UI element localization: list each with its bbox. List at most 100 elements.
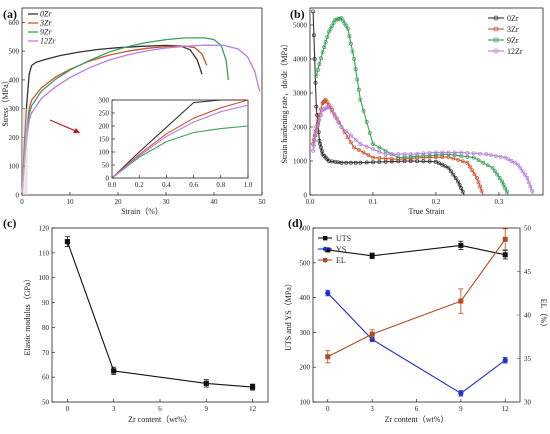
series-9Zr-marker (497, 176, 502, 180)
series-3Zr-marker (478, 184, 482, 189)
series-EL-point (458, 298, 464, 304)
series-0Zr-marker (421, 159, 426, 164)
series-12Zr-marker (330, 109, 334, 114)
legend-label: 12Zr (507, 47, 523, 56)
series-0Zr-marker (348, 160, 353, 165)
series-9Zr-marker (315, 68, 320, 72)
series-line (66, 241, 253, 388)
series-UTS-point (502, 252, 508, 258)
series-12Zr-marker (319, 113, 323, 118)
series-12Zr-marker (526, 180, 531, 185)
series-0Zr-marker (371, 160, 375, 165)
x-tick-label: 6 (415, 405, 419, 413)
panel-d-label: (d) (288, 216, 303, 230)
series-12Zr-marker (348, 133, 353, 138)
series-9Zr-marker (493, 169, 497, 174)
series-0Zr-marker (456, 179, 460, 184)
series-3Zr-marker (348, 140, 353, 145)
legend-marker (493, 48, 499, 54)
series-UTS-point (458, 242, 464, 248)
series-0Zr-marker (377, 159, 382, 164)
series-12Zr-marker (317, 118, 322, 123)
panel-d-frame (312, 227, 521, 403)
series-0Zr-marker (408, 159, 413, 163)
panel-b-label: (b) (290, 7, 305, 21)
x-tick-label: 50 (259, 198, 267, 206)
inset-series-line (111, 99, 249, 179)
series-9Zr-marker (356, 87, 361, 92)
series-12Zr-marker (489, 153, 493, 158)
series-9Zr-marker (337, 16, 342, 21)
series-3Zr-marker (389, 156, 394, 161)
series-0Zr-marker (313, 80, 318, 85)
x-tick-label: 0.0 (306, 198, 315, 206)
series-3Zr-marker (472, 172, 477, 177)
y-tick-label: 100 (99, 149, 110, 157)
y-tick-label: 600 (9, 19, 20, 27)
panel-a-label: (a) (3, 7, 17, 21)
series-9Zr-marker (314, 74, 319, 78)
series-12Zr-line (21, 44, 261, 196)
series-0Zr-marker (443, 164, 448, 169)
series-12Zr-marker (344, 129, 349, 134)
series-9Zr-marker (421, 153, 426, 158)
series-0Zr-marker (358, 160, 363, 165)
series-3Zr-marker (440, 155, 445, 160)
x-tick-label: 6 (158, 405, 162, 413)
x-tick-label: 12 (249, 405, 257, 413)
series-12Zr-marker (402, 152, 407, 157)
series-12Zr-marker (371, 147, 375, 152)
series-0Zr-marker (389, 159, 394, 164)
series-0Zr-marker (311, 33, 316, 38)
series-9Zr-marker (427, 153, 432, 158)
y-tick-label: 500 (300, 259, 311, 267)
series-3Zr-marker (361, 150, 366, 155)
series-12Zr-marker (353, 137, 358, 142)
y-tick-label: 0 (16, 192, 20, 200)
x-tick-label: 12 (502, 405, 510, 413)
y-tick-label: 150 (99, 136, 110, 144)
series-12Zr-marker (520, 169, 525, 174)
series-12Zr-marker (493, 153, 498, 158)
y2-tick-label: 40 (524, 312, 532, 320)
series-9Zr-marker (326, 29, 331, 34)
series-0Zr-marker (402, 159, 407, 164)
series-0Zr-marker (364, 160, 369, 165)
series-12Zr-marker (471, 151, 476, 156)
panel-c: (c) 0 3 6 9 12 50 60 70 80 90 100 110 120 Zr content（w… (3, 216, 269, 424)
x-tick-label: 10 (67, 198, 75, 206)
series-3Zr-marker (356, 147, 361, 152)
series-0Zr-marker (311, 9, 316, 14)
series-3Zr-marker (476, 180, 481, 185)
y-axis-label: Strain hardening rate，dσ/dε（MPa） (280, 39, 289, 163)
series-YS-point (325, 290, 331, 296)
series-3Zr-marker (345, 135, 350, 140)
x-tick-label: 1.0 (244, 181, 253, 189)
x-tick-label: 0.2 (432, 198, 441, 206)
y-tick-label: 50 (42, 399, 50, 407)
y-tick-label: 60 (42, 374, 50, 382)
y-tick-label: 80 (42, 324, 50, 332)
series-12Zr-marker (415, 151, 420, 156)
series-9Zr-marker (377, 145, 382, 150)
panel-c-frame (51, 227, 269, 403)
series-9Zr-marker (433, 153, 438, 158)
series-3Zr-marker (474, 176, 479, 180)
series-12Zr-marker (525, 176, 530, 180)
legend-label: UTS (336, 234, 351, 243)
series-3Zr-marker (352, 145, 357, 150)
series-9Zr-marker (495, 172, 500, 177)
series-12Zr-marker (530, 188, 534, 193)
series-9Zr-marker (481, 160, 486, 165)
data-point (203, 380, 209, 386)
series-9Zr-marker (345, 26, 350, 31)
series-12Zr-marker (421, 151, 426, 156)
series-9Zr-marker (317, 62, 322, 67)
x-tick-label: 0.1 (369, 198, 378, 206)
legend-marker (493, 37, 499, 43)
legend-label: 3Zr (39, 19, 52, 28)
x-tick-label: 0 (20, 198, 24, 206)
x-tick-label: 0.0 (108, 181, 117, 189)
series-9Zr-marker (361, 108, 366, 113)
series-12Zr-marker (333, 114, 338, 119)
